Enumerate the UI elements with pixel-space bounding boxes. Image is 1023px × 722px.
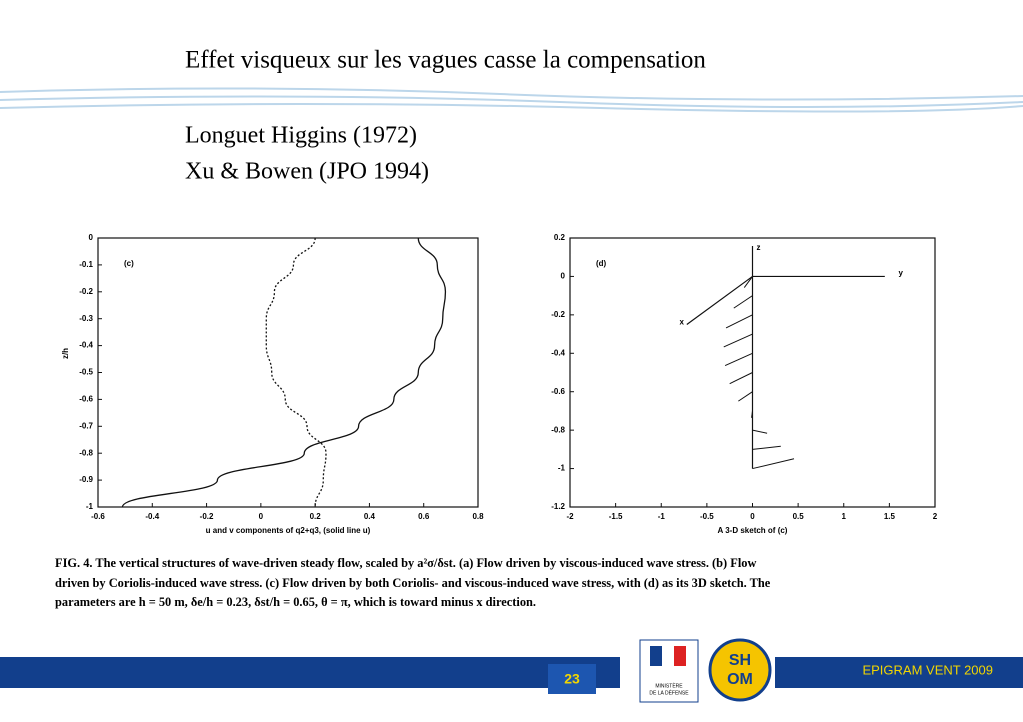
y-tick-label: -1 — [86, 502, 94, 511]
logo-text: OM — [727, 671, 753, 688]
slide-title: Effet visqueux sur les vagues casse la c… — [185, 47, 706, 74]
footer-text: EPIGRAM VENT 2009 — [862, 662, 993, 677]
caption-line: parameters are h = 50 m, δe/h = 0.23, δs… — [55, 595, 536, 609]
hatch — [752, 429, 768, 434]
axis-name: x — [680, 318, 685, 327]
y-tick-label: -0.4 — [79, 341, 93, 350]
reference: Longuet Higgins (1972) — [185, 123, 417, 149]
y-tick-label: -0.5 — [79, 368, 93, 377]
y-tick-label: -0.3 — [79, 314, 93, 323]
footer-bar — [0, 657, 620, 688]
x-tick-label: 0.6 — [418, 512, 430, 521]
flag — [674, 646, 686, 666]
x-tick-label: 0.2 — [310, 512, 322, 521]
decor-band — [0, 87, 1023, 113]
shom-logo — [708, 638, 772, 702]
x-tick-label: 0 — [750, 512, 755, 521]
x-tick-label: 0 — [259, 512, 264, 521]
y-tick-label: -0.6 — [79, 395, 93, 404]
panel-label: (c) — [124, 259, 134, 268]
y-tick-label: -1.2 — [551, 502, 565, 511]
page-box — [548, 664, 596, 694]
x-tick-label: 1.5 — [884, 512, 896, 521]
hatch — [725, 314, 753, 329]
y-tick-label: -0.2 — [551, 310, 565, 319]
x-tick-label: 0.8 — [472, 512, 484, 521]
y-tick-label: -0.8 — [551, 425, 565, 434]
hatch — [723, 333, 753, 348]
panel-label: (d) — [596, 259, 607, 268]
x-axis — [686, 275, 753, 325]
x-tick-label: -0.6 — [91, 512, 105, 521]
ministry-logo — [639, 639, 699, 703]
hatch — [733, 295, 753, 309]
y-tick-label: -0.9 — [79, 475, 93, 484]
hatch — [724, 352, 753, 367]
caption-line: FIG. 4. The vertical structures of wave-… — [55, 556, 756, 570]
y-tick-label: 0.2 — [554, 233, 566, 242]
axis-name: z — [757, 243, 761, 252]
hatch — [743, 276, 753, 288]
hatch — [729, 372, 753, 385]
flag — [650, 646, 662, 666]
y-tick-label: -0.7 — [79, 421, 93, 430]
x-tick-label: 1 — [842, 512, 847, 521]
x-tick-label: -0.2 — [200, 512, 214, 521]
y-tick-label: -0.4 — [551, 348, 565, 357]
x-tick-label: 0.4 — [364, 512, 376, 521]
profile-line — [121, 237, 447, 508]
x-tick-label: -0.5 — [700, 512, 714, 521]
y-tick-label: -0.8 — [79, 448, 93, 457]
reference: Xu & Bowen (JPO 1994) — [185, 159, 429, 185]
footer-bar — [775, 657, 1023, 688]
y-tick-label: 0 — [89, 233, 94, 242]
caption: FIG. 4. The vertical structures of wave-… — [55, 556, 771, 609]
x-tick-label: -0.4 — [145, 512, 159, 521]
y-tick-label: -0.6 — [551, 387, 565, 396]
hatch — [752, 445, 781, 450]
page-number: 23 — [564, 671, 580, 687]
y-tick-label: -1 — [558, 464, 566, 473]
logo-text: MINISTÈRE — [655, 682, 683, 689]
x-tick-label: 2 — [933, 512, 938, 521]
logo-text: DE LA DÉFENSE — [649, 689, 689, 696]
axis-name: y — [899, 269, 904, 278]
plot-frame — [97, 237, 479, 508]
hatch — [752, 458, 795, 470]
y-tick-label: 0 — [561, 272, 566, 281]
x-axis-label: A 3-D sketch of (c) — [718, 526, 788, 535]
x-axis-label: u and v components of q2+q3, (solid line… — [206, 526, 371, 535]
x-tick-label: -2 — [566, 512, 574, 521]
profile-line — [265, 237, 327, 508]
x-tick-label: -1.5 — [609, 512, 623, 521]
y-tick-label: -0.1 — [79, 260, 93, 269]
x-tick-label: 0.5 — [793, 512, 805, 521]
y-axis-label: z/h — [61, 348, 70, 359]
y-tick-label: -0.2 — [79, 287, 93, 296]
hatch — [738, 391, 753, 402]
logo-text: SH — [729, 652, 751, 669]
x-tick-label: -1 — [658, 512, 666, 521]
caption-line: driven by Coriolis-induced wave stress. … — [55, 576, 771, 590]
